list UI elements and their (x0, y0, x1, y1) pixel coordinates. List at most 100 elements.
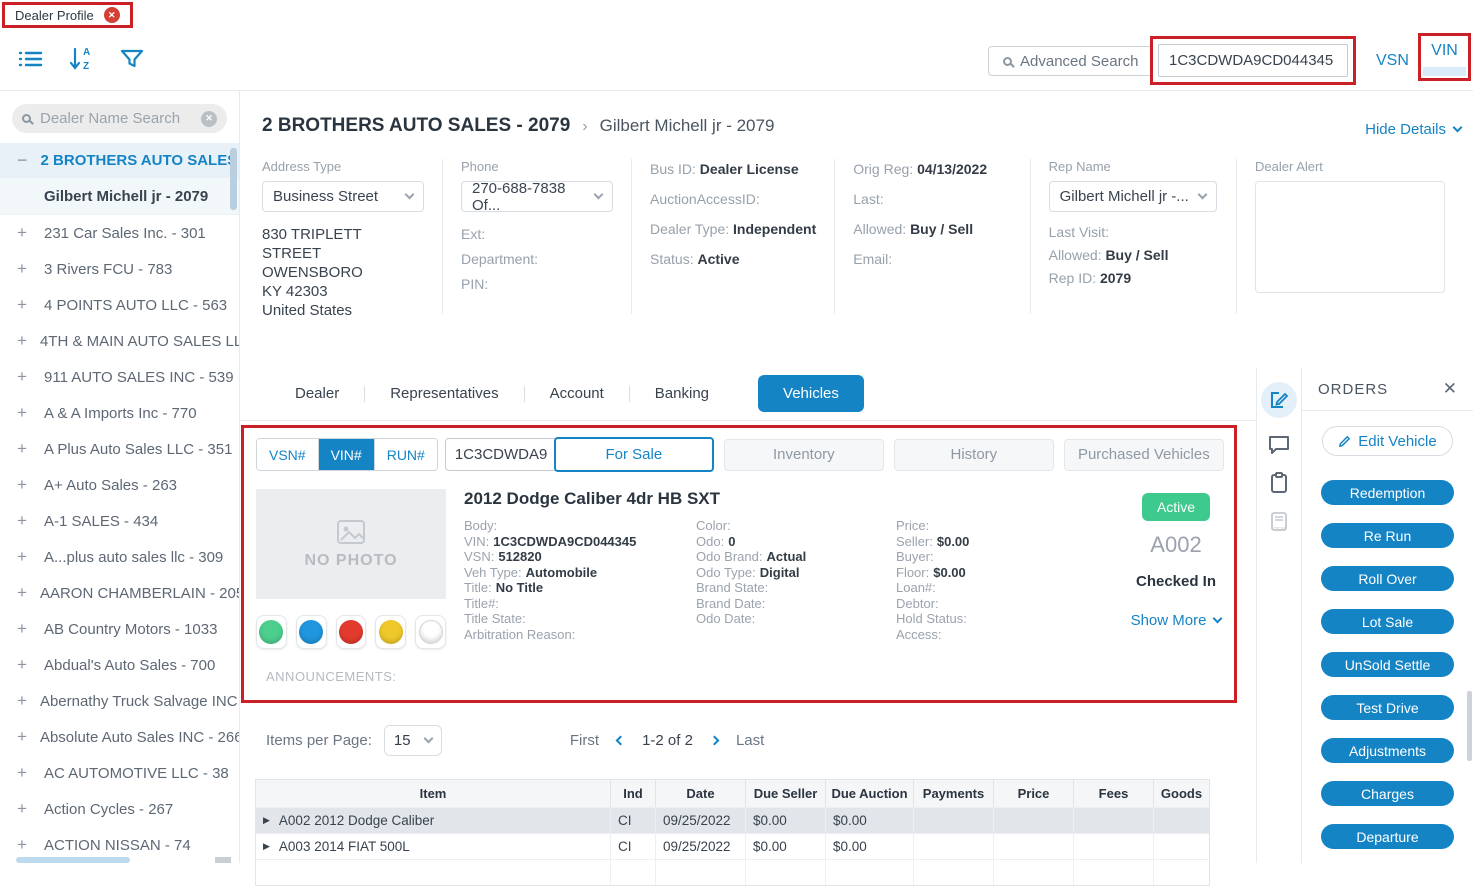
expand-plus-icon[interactable]: + (17, 835, 27, 854)
charges-button[interactable]: Charges (1321, 781, 1454, 806)
expand-row-icon[interactable]: ▶ (263, 815, 270, 825)
sidebar-dealer-item[interactable]: + A-1 SALES - 434 (0, 503, 239, 539)
sidebar-dealer-item[interactable]: + Abdual's Auto Sales - 700 (0, 647, 239, 683)
filter-purchased-vehicles[interactable]: Purchased Vehicles (1063, 438, 1224, 471)
breadcrumb-dealer[interactable]: 2 BROTHERS AUTO SALES - 2079 (262, 115, 571, 136)
filter-inventory[interactable]: Inventory (723, 438, 884, 471)
expand-plus-icon[interactable]: + (17, 259, 27, 278)
light-green-button[interactable] (256, 615, 287, 649)
expand-plus-icon[interactable]: + (17, 403, 27, 422)
roll-over-button[interactable]: Roll Over (1321, 566, 1454, 591)
expand-plus-icon[interactable]: + (17, 799, 27, 818)
close-icon[interactable]: ✕ (1442, 379, 1457, 398)
advanced-search-button[interactable]: Advanced Search (988, 46, 1154, 76)
address-type-select[interactable]: Business Street (262, 181, 424, 212)
prev-page-icon[interactable] (615, 735, 626, 746)
sidebar-dealer-item[interactable]: + Absolute Auto Sales INC - 266 (0, 719, 239, 755)
col-date[interactable]: Date (656, 780, 746, 807)
next-page-icon[interactable] (709, 735, 720, 746)
browser-tab-dealer-profile[interactable]: Dealer Profile ✕ (2, 2, 133, 28)
col-item[interactable]: Item (256, 780, 611, 807)
light-white-button[interactable] (415, 615, 446, 649)
sort-az-icon[interactable]: A Z (66, 44, 96, 74)
sidebar-dealer-item[interactable]: + A & A Imports Inc - 770 (0, 395, 239, 431)
test-drive-button[interactable]: Test Drive (1321, 695, 1454, 720)
vehicle-vin-input[interactable] (444, 438, 557, 471)
segment-vin[interactable]: VIN# (317, 439, 374, 470)
sidebar-dealer-item[interactable]: + Abernathy Truck Salvage INC - (0, 683, 239, 719)
expand-plus-icon[interactable]: + (17, 727, 27, 746)
sidebar-dealer-item[interactable]: + AC AUTOMOTIVE LLC - 38 (0, 755, 239, 791)
vsn-search-mode-button[interactable]: VSN (1368, 46, 1417, 76)
redemption-button[interactable]: Redemption (1321, 480, 1454, 505)
tab-representatives[interactable]: Representatives (390, 385, 499, 402)
sidebar-dealer-item[interactable]: + Action Cycles - 267 (0, 791, 239, 827)
sidebar-dealer-item[interactable]: + A Plus Auto Sales LLC - 351 (0, 431, 239, 467)
edit-tool-active[interactable] (1261, 382, 1297, 418)
sidebar-dealer-item[interactable]: + AARON CHAMBERLAIN - 2053 (0, 575, 239, 611)
segment-run[interactable]: RUN# (373, 439, 437, 470)
col-due-seller[interactable]: Due Seller (746, 780, 826, 807)
breadcrumb-rep[interactable]: Gilbert Michell jr - 2079 (599, 116, 775, 135)
horizontal-scroll-thumb[interactable] (16, 857, 130, 863)
items-per-page-select[interactable]: 15 (383, 725, 442, 756)
sidebar-dealer-item[interactable]: + A+ Auto Sales - 263 (0, 467, 239, 503)
phone-select[interactable]: 270-688-7838 Of... (461, 180, 613, 214)
comments-icon[interactable] (1268, 435, 1290, 455)
sidebar-dealer-item[interactable]: +911 AUTO SALES INC - 539 (0, 359, 239, 395)
expand-plus-icon[interactable]: + (17, 619, 27, 638)
vin-search-mode-button[interactable]: VIN (1431, 42, 1458, 59)
dealer-alert-box[interactable] (1255, 181, 1445, 293)
tab-dealer[interactable]: Dealer (295, 385, 340, 402)
hide-details-link[interactable]: Hide Details (1365, 121, 1463, 138)
rep-name-select[interactable]: Gilbert Michell jr -... (1048, 181, 1217, 212)
col-due-auction[interactable]: Due Auction (826, 780, 914, 807)
vin-search-input[interactable] (1158, 44, 1348, 77)
lot-sale-button[interactable]: Lot Sale (1321, 609, 1454, 634)
expand-plus-icon[interactable]: + (17, 511, 27, 530)
expand-plus-icon[interactable]: + (17, 439, 27, 458)
re-run-button[interactable]: Re Run (1321, 523, 1454, 548)
tab-vehicles[interactable]: Vehicles (758, 375, 864, 412)
clear-search-icon[interactable]: ✕ (201, 110, 217, 127)
expand-plus-icon[interactable]: + (17, 691, 27, 710)
page-scrollbar-thumb[interactable] (1467, 691, 1472, 761)
sidebar-dealer-item[interactable]: +3 Rivers FCU - 783 (0, 251, 239, 287)
last-page-button[interactable]: Last (735, 732, 765, 749)
sidebar-scrollbar-thumb[interactable] (230, 148, 237, 210)
expand-row-icon[interactable]: ▶ (263, 841, 270, 851)
sidebar-dealer-selected[interactable]: − 2 BROTHERS AUTO SALES - 2 (0, 143, 239, 178)
expand-plus-icon[interactable]: + (17, 583, 27, 602)
sidebar-rep-selected[interactable]: Gilbert Michell jr - 2079 (0, 178, 239, 215)
table-row[interactable]: ▶ A003 2014 FIAT 500L CI 09/25/2022 $0.00… (256, 833, 1209, 859)
light-red-button[interactable] (335, 615, 367, 649)
departure-button[interactable]: Departure (1321, 824, 1454, 849)
filter-history[interactable]: History (893, 438, 1054, 471)
sidebar-dealer-item[interactable]: + A...plus auto sales llc - 309 (0, 539, 239, 575)
sidebar-dealer-item[interactable]: +4TH & MAIN AUTO SALES LLC (0, 323, 239, 359)
clipboard-icon[interactable] (1270, 472, 1288, 494)
dealer-name-search[interactable]: Dealer Name Search ✕ (12, 104, 227, 133)
expand-plus-icon[interactable]: + (17, 763, 27, 782)
tab-banking[interactable]: Banking (654, 385, 710, 402)
expand-plus-icon[interactable]: + (17, 475, 27, 494)
list-view-icon[interactable] (16, 45, 44, 73)
segment-vsn[interactable]: VSN# (257, 439, 318, 470)
first-page-button[interactable]: First (569, 732, 600, 749)
show-more-link[interactable]: Show More (1111, 612, 1241, 629)
sidebar-dealer-item[interactable]: +4 POINTS AUTO LLC - 563 (0, 287, 239, 323)
sidebar-horizontal-scrollbar[interactable] (0, 856, 239, 863)
adjustments-button[interactable]: Adjustments (1321, 738, 1454, 763)
expand-plus-icon[interactable]: + (17, 367, 27, 386)
expand-plus-icon[interactable]: + (17, 331, 27, 350)
light-blue-button[interactable] (295, 615, 327, 649)
expand-plus-icon[interactable]: + (17, 655, 27, 674)
table-row[interactable]: ▶ A002 2012 Dodge Caliber CI 09/25/2022 $… (256, 807, 1209, 833)
col-ind[interactable]: Ind (611, 780, 656, 807)
col-goods[interactable]: Goods (1154, 780, 1209, 807)
expand-plus-icon[interactable]: + (17, 547, 27, 566)
tab-account[interactable]: Account (549, 385, 604, 402)
collapse-minus-icon[interactable]: − (17, 150, 28, 170)
expand-plus-icon[interactable]: + (17, 223, 27, 242)
filter-for-sale[interactable]: For Sale (553, 437, 714, 472)
